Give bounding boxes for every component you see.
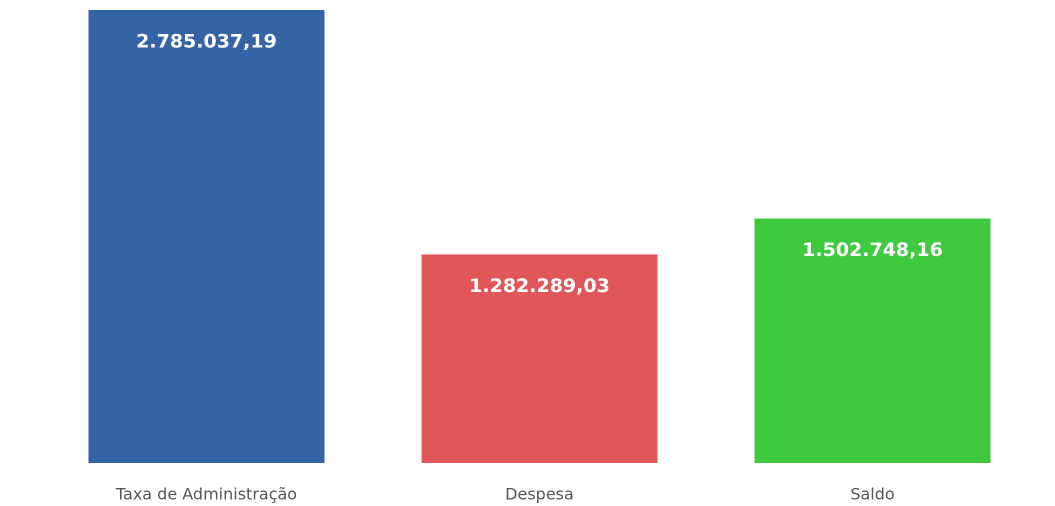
bar: [421, 254, 658, 463]
value-label: 1.502.748,16: [802, 239, 943, 261]
value-label: 2.785.037,19: [136, 31, 277, 53]
x-tick-label: Despesa: [505, 485, 574, 504]
x-tick-label: Taxa de Administração: [115, 485, 297, 504]
bar: [754, 218, 991, 463]
bar: [88, 10, 325, 463]
value-label: 1.282.289,03: [469, 275, 610, 297]
x-tick-label: Saldo: [850, 485, 894, 504]
